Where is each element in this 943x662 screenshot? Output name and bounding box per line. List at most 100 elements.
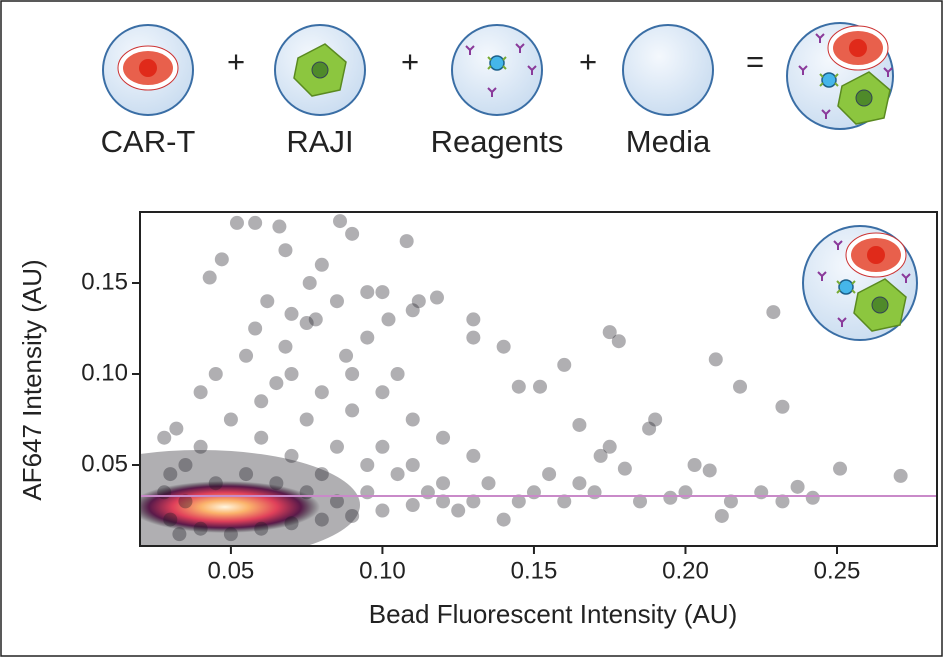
point [451,503,466,518]
operator: + [579,44,597,79]
point [496,339,511,354]
y-tick-label: 0.10 [81,359,128,386]
x-tick-label: 0.15 [511,557,558,584]
axes-frame [139,211,938,547]
point [172,527,187,542]
point [557,494,572,509]
point [208,366,223,381]
point [329,294,344,309]
point [254,521,269,536]
point [248,321,263,336]
point [214,252,229,267]
point [611,334,626,349]
point [390,366,405,381]
point [314,385,329,400]
label: Reagents [431,124,564,159]
point [526,485,541,500]
operator: + [401,44,419,79]
x-tick-label: 0.10 [359,557,406,584]
point [466,494,481,509]
point [345,366,360,381]
point [157,430,172,445]
point [420,485,435,500]
point [375,385,390,400]
point [278,339,293,354]
point [602,325,617,340]
point [572,476,587,491]
point [381,312,396,327]
point [284,516,299,531]
point [642,421,657,436]
point [708,352,723,367]
point [302,275,317,290]
point [269,476,284,491]
point [648,412,663,427]
point [436,494,451,509]
point [360,458,375,473]
diagram: CAR-T RAJI Reagents Media + + + = [101,22,894,159]
point [714,508,729,523]
point [436,430,451,445]
point [360,330,375,345]
operator: = [746,44,764,79]
point [775,494,790,509]
point [193,385,208,400]
point [339,348,354,363]
point [329,494,344,509]
point [375,439,390,454]
point [572,417,587,432]
point [333,214,348,229]
point [375,503,390,518]
point [405,498,420,513]
point [345,508,360,523]
point [766,305,781,320]
point [702,463,717,478]
point [314,257,329,272]
inset [802,225,918,341]
point [733,379,748,394]
point [496,512,511,527]
point [299,316,314,331]
point [533,379,548,394]
x-tick-label: 0.05 [208,557,255,584]
point [193,439,208,454]
point [284,306,299,321]
point [229,215,244,230]
point [178,494,193,509]
point [239,348,254,363]
point [163,512,178,527]
point [481,476,496,491]
point [399,234,414,249]
point [193,521,208,536]
point [542,467,557,482]
point [345,403,360,418]
point [284,448,299,463]
point [314,467,329,482]
point [202,270,217,285]
point [299,485,314,500]
point [593,448,608,463]
point [687,458,702,473]
point [557,357,572,372]
point [405,458,420,473]
point [805,490,820,505]
point [602,439,617,454]
point [466,312,481,327]
y-axis-label: AF647 Intensity (AU) [17,259,47,500]
point [893,468,908,483]
x-tick-label: 0.25 [814,557,861,584]
point [360,485,375,500]
point [308,312,323,327]
point [723,494,738,509]
label: RAJI [286,124,353,159]
point [272,219,287,234]
operator: + [227,44,245,79]
point [633,494,648,509]
point [345,226,360,241]
label: CAR-T [101,124,196,159]
point [429,290,444,305]
point [790,479,805,494]
point [163,467,178,482]
point [254,430,269,445]
